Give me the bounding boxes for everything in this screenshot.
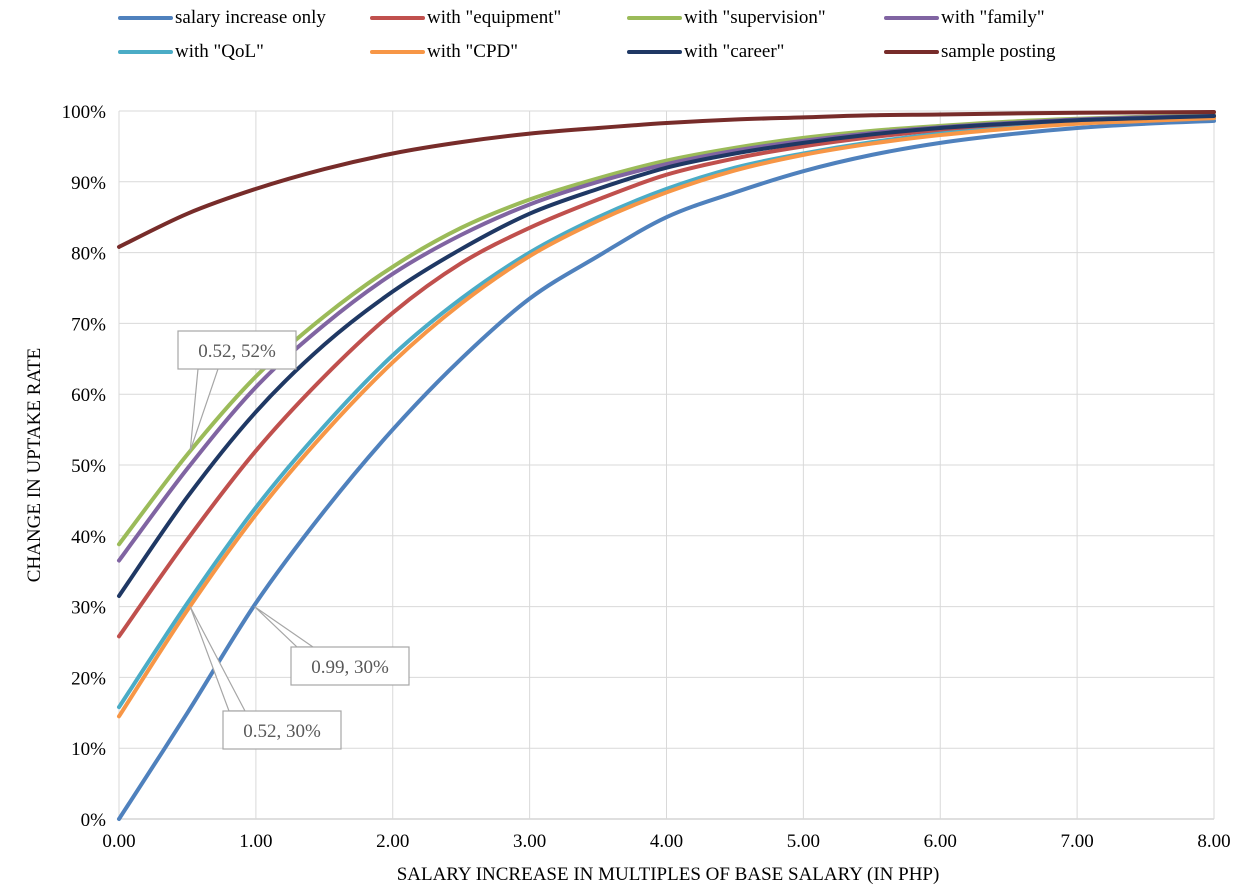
callout-label: 0.52, 30% [243, 721, 321, 742]
legend-label: with "supervision" [684, 7, 826, 28]
x-tick-label: 4.00 [650, 831, 683, 852]
x-tick-label: 2.00 [376, 831, 409, 852]
legend-swatch [884, 50, 939, 54]
legend-swatch [370, 50, 425, 54]
x-tick-label: 0.00 [102, 831, 135, 852]
callout-label: 0.52, 52% [198, 341, 276, 362]
x-tick-label: 8.00 [1197, 831, 1230, 852]
series-line-7 [117, 110, 1216, 249]
x-tick-labels: 0.00 1.00 2.00 3.00 4.00 5.00 6.00 7.00 8.00 [102, 831, 1230, 852]
x-axis-label: SALARY INCREASE IN MULTIPLES OF BASE SAL… [397, 864, 940, 885]
legend-label: salary increase only [175, 7, 326, 28]
callout-box [222, 710, 342, 750]
y-tick-label: 20% [71, 668, 106, 689]
y-tick-label: 100% [62, 102, 107, 123]
x-tick-label: 7.00 [1061, 831, 1094, 852]
legend-label: with "family" [941, 7, 1045, 28]
callout-box [177, 330, 297, 370]
x-tick-label: 5.00 [787, 831, 820, 852]
legend-item-qol: with "QoL" [118, 40, 264, 64]
callout-box [290, 646, 410, 686]
legend-swatch [118, 50, 173, 54]
legend-item-family: with "family" [884, 6, 1045, 30]
annotations: 0.52, 52% 0.99, 30% 0.52, 30% [177, 330, 410, 750]
series-line-6 [117, 113, 1216, 598]
y-tick-labels: 0% 10% 20% 30% 40% 50% 60% 70% 80% 90% 100% [62, 102, 107, 831]
y-tick-label: 0% [81, 810, 107, 831]
y-tick-label: 30% [71, 598, 106, 619]
y-tick-label: 70% [71, 314, 106, 335]
callout-pointer [254, 606, 315, 648]
legend-swatch [118, 16, 173, 20]
series-line-5 [117, 116, 1216, 719]
legend-swatch [884, 16, 939, 20]
legend-item-career: with "career" [627, 40, 784, 64]
series-line-0 [117, 118, 1216, 821]
chart-legend: salary increase only with "equipment" wi… [0, 0, 1242, 90]
y-tick-label: 60% [71, 385, 106, 406]
callout-1: 0.99, 30% [254, 606, 410, 686]
callout-label: 0.99, 30% [311, 657, 389, 678]
legend-item-supervision: with "supervision" [627, 6, 826, 30]
callout-0: 0.52, 52% [177, 330, 297, 452]
legend-label: with "CPD" [427, 41, 519, 62]
legend-item-sample-posting: sample posting [884, 40, 1056, 64]
y-tick-label: 40% [71, 527, 106, 548]
y-axis-label: CHANGE IN UPTAKE RATE [24, 348, 45, 582]
x-tick-label: 3.00 [513, 831, 546, 852]
x-tick-label: 6.00 [924, 831, 957, 852]
legend-item-cpd: with "CPD" [370, 40, 518, 64]
y-tick-label: 10% [71, 739, 106, 760]
legend-swatch [370, 16, 425, 20]
legend-swatch [627, 50, 682, 54]
y-tick-label: 50% [71, 456, 106, 477]
callout-2: 0.52, 30% [189, 606, 342, 750]
legend-label: with "QoL" [175, 41, 264, 62]
y-tick-label: 80% [71, 244, 106, 265]
legend-label: with "career" [684, 41, 785, 62]
y-tick-label: 90% [71, 173, 106, 194]
legend-item-equipment: with "equipment" [370, 6, 561, 30]
legend-item-salary-only: salary increase only [118, 6, 326, 30]
legend-swatch [627, 16, 682, 20]
x-tick-label: 1.00 [239, 831, 272, 852]
legend-label: with "equipment" [427, 7, 562, 28]
legend-label: sample posting [941, 41, 1056, 62]
